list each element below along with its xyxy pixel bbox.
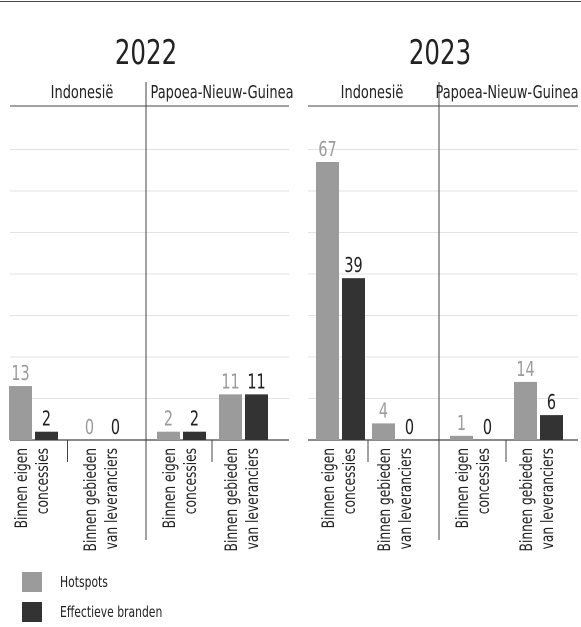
bar-hotspots (514, 381, 537, 440)
category-label: Binnen gebieden (81, 448, 101, 551)
bar-effectieve-branden (35, 431, 58, 440)
data-label-effectieve-branden: 0 (483, 417, 492, 440)
category-label: van leveranciers (243, 448, 263, 549)
data-label-hotspots: 13 (11, 363, 29, 386)
category-label: Binnen eigen (319, 448, 339, 528)
bar-effectieve-branden (540, 415, 563, 440)
data-label-effectieve-branden: 0 (111, 417, 120, 440)
category-label: concessies (340, 448, 360, 514)
category-label: van leveranciers (538, 448, 558, 549)
group-label: Papoea-Nieuw-Guinea (150, 81, 293, 103)
data-label-effectieve-branden: 11 (247, 371, 265, 394)
data-label-hotspots: 11 (221, 371, 239, 394)
bar-hotspots (157, 431, 180, 440)
bar-hotspots (219, 394, 242, 440)
bar-hotspots (450, 435, 473, 440)
bar-effectieve-branden (245, 394, 268, 440)
category-label: Binnen gebieden (222, 448, 242, 551)
legend-swatch-branden (22, 602, 42, 622)
legend-item-branden: Effectieve branden (22, 597, 202, 627)
bar-hotspots (372, 423, 395, 440)
group-label: Indonesië (51, 81, 114, 103)
category-label: concessies (181, 448, 201, 514)
bar-effectieve-branden (183, 431, 206, 440)
chart-title: 2023 (409, 33, 471, 72)
category-label: Binnen gebieden (517, 448, 537, 551)
data-label-hotspots: 0 (85, 417, 94, 440)
data-label-hotspots: 1 (457, 413, 466, 436)
data-label-effectieve-branden: 6 (547, 392, 556, 415)
legend-swatch-hotspots (22, 572, 42, 592)
legend-item-hotspots: Hotspots (22, 567, 202, 597)
data-label-hotspots: 67 (318, 139, 336, 162)
category-label: Binnen gebieden (375, 448, 395, 551)
group-label: Papoea-Nieuw-Guinea (435, 81, 578, 103)
data-label-effectieve-branden: 0 (405, 417, 414, 440)
category-label: van leveranciers (102, 448, 122, 549)
data-label-effectieve-branden: 39 (344, 255, 362, 278)
legend-label-hotspots: Hotspots (60, 573, 108, 591)
bar-effectieve-branden (342, 278, 365, 440)
legend: Hotspots Effectieve branden (22, 567, 202, 627)
data-label-hotspots: 2 (164, 408, 173, 431)
bar-hotspots (9, 386, 32, 440)
category-label: van leveranciers (396, 448, 416, 549)
category-label: concessies (474, 448, 494, 514)
data-label-effectieve-branden: 2 (190, 408, 199, 431)
category-label: Binnen eigen (160, 448, 180, 528)
data-label-hotspots: 14 (516, 359, 534, 382)
bar-hotspots (316, 162, 339, 440)
category-label: concessies (33, 448, 53, 514)
data-label-effectieve-branden: 2 (42, 408, 51, 431)
data-label-hotspots: 4 (379, 400, 388, 423)
chart-title: 2022 (115, 33, 177, 72)
category-label: Binnen eigen (453, 448, 473, 528)
legend-label-branden: Effectieve branden (60, 603, 163, 621)
category-label: Binnen eigen (12, 448, 32, 528)
group-label: Indonesië (341, 81, 404, 103)
